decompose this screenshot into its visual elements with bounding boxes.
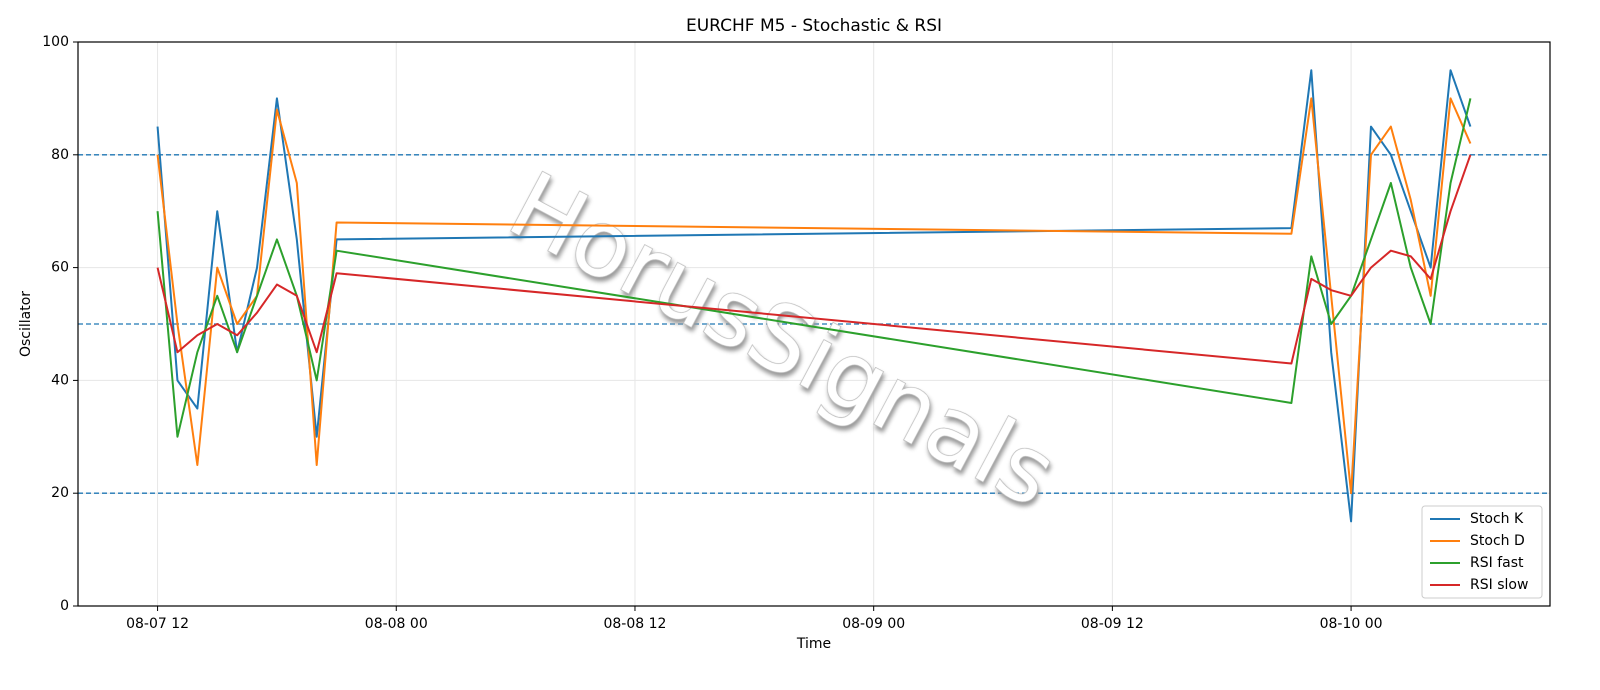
y-tick-label: 80 xyxy=(51,147,69,163)
y-tick-label: 0 xyxy=(60,598,69,614)
x-tick-label: 08-10 00 xyxy=(1320,616,1383,632)
line-series xyxy=(156,98,1472,438)
legend-box xyxy=(1421,505,1543,599)
line-series xyxy=(156,154,1472,365)
y-tick-label: 40 xyxy=(51,372,69,388)
x-tick-label: 08-09 00 xyxy=(842,616,905,632)
legend-label: RSI fast xyxy=(1470,555,1524,571)
legend-label: Stoch K xyxy=(1470,511,1524,527)
legend-label: Stoch D xyxy=(1470,533,1525,549)
plot-frame xyxy=(77,41,1551,607)
y-tick-label: 60 xyxy=(51,260,69,276)
y-axis-label: Oscillator xyxy=(18,291,34,357)
x-tick-label: 08-08 00 xyxy=(365,616,428,632)
x-axis-label: Time xyxy=(796,636,831,652)
line-series xyxy=(156,69,1472,523)
line-series xyxy=(156,97,1472,495)
legend: Stoch K Stoch D RSI fast RSI slow xyxy=(1421,505,1543,599)
x-tick-label: 08-09 12 xyxy=(1081,616,1144,632)
y-tick-label: 100 xyxy=(42,34,69,50)
x-tick-label: 08-08 12 xyxy=(603,616,666,632)
chart-title: EURCHF M5 - Stochastic & RSI xyxy=(686,16,942,36)
x-tick-label: 08-07 12 xyxy=(126,616,189,632)
legend-label: RSI slow xyxy=(1470,577,1528,593)
y-tick-label: 20 xyxy=(51,485,69,501)
